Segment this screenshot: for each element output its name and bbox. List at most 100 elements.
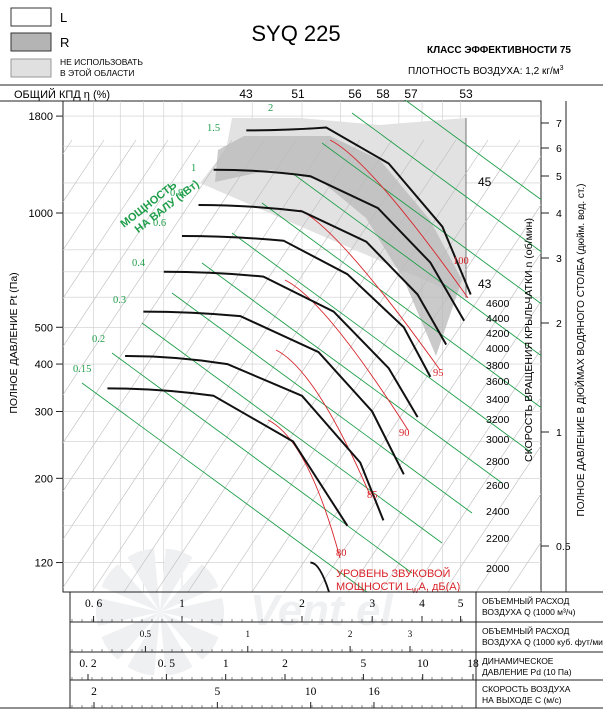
sound-line xyxy=(329,139,469,299)
diag-line xyxy=(379,348,541,592)
diag-line xyxy=(123,139,425,592)
watermark-blade xyxy=(127,612,160,676)
power-value-labels: 0.15 0.2 0.3 0.4 0.6 0.8 1 1.5 2 xyxy=(73,103,273,375)
diag-line xyxy=(63,139,329,540)
diag-line xyxy=(187,139,489,592)
legend-swatch-r xyxy=(10,32,52,52)
scale-tick-label: 1 xyxy=(223,658,229,670)
diag-line xyxy=(63,139,201,347)
left-axis-title: ПОЛНОЕ ДАВЛЕНИЕ Pt (Па) xyxy=(8,272,20,413)
scale-tick-label: 3 xyxy=(369,598,375,610)
sound-line xyxy=(267,419,341,559)
power-line xyxy=(404,100,541,201)
left-tick-label: 400 xyxy=(35,359,53,371)
inch-tick-label: 1 xyxy=(556,427,562,439)
diag-line xyxy=(411,397,541,592)
air-density: ПЛОТНОСТЬ ВОЗДУХА: 1,2 кг/м3 xyxy=(408,65,564,77)
scale-label: ОБЪЕМНЫЙ РАСХОД xyxy=(482,625,570,636)
watermark-blade xyxy=(160,598,224,626)
legend-label-l: L xyxy=(60,10,67,25)
sound-label: 95 xyxy=(433,368,444,379)
scale-tick-label: 2 xyxy=(282,658,288,670)
fan-curves xyxy=(107,126,472,592)
inch-tick-label: 2 xyxy=(556,318,562,330)
speed-tick: 3400 xyxy=(486,394,510,406)
scale-tick-label: 2 xyxy=(299,598,305,610)
legend-label-no-use-2: В ЭТОЙ ОБЛАСТИ xyxy=(60,67,134,78)
left-tick-label: 1000 xyxy=(29,208,53,220)
watermark-text: Vent el xyxy=(250,586,393,635)
speed-tick: 3200 xyxy=(486,414,510,426)
fan-curve-4800 xyxy=(246,126,472,295)
sound-value-labels: 80 85 90 95 100 xyxy=(336,256,469,559)
diag-line xyxy=(91,139,393,592)
legend-label-no-use-1: НЕ ИСПОЛЬЗОВАТЬ xyxy=(60,57,143,67)
diag-line xyxy=(475,493,541,592)
left-tick-label: 500 xyxy=(35,322,53,334)
left-tick-label: 300 xyxy=(35,406,53,418)
inch-tick-label: 3 xyxy=(556,253,562,265)
fan-curve-4600 xyxy=(213,168,465,322)
scale-tick-label: 10 xyxy=(417,658,429,670)
diag-line xyxy=(63,139,361,589)
efficiency-tick: 58 xyxy=(376,87,390,101)
scale-label: ВОЗДУХА Q (1000 м³/ч) xyxy=(482,607,576,617)
watermark: Vent el xyxy=(96,548,393,676)
power-line xyxy=(81,382,368,592)
speed-tick: 2600 xyxy=(486,480,510,492)
speed-tick: 2400 xyxy=(486,506,510,518)
watermark-blade xyxy=(160,612,193,676)
inch-tick-label: 4 xyxy=(556,208,562,220)
watermark-blade xyxy=(160,612,219,660)
speed-tick: 3600 xyxy=(486,376,510,388)
left-tick-label: 120 xyxy=(35,558,53,570)
legend-swatch-no-use xyxy=(10,58,52,78)
sound-lines xyxy=(267,139,469,559)
sound-line xyxy=(299,209,441,371)
diag-line xyxy=(63,139,169,299)
speed-axis: 2000 2200 2400 2600 2800 3000 3200 3400 3600 3800… xyxy=(486,298,510,575)
diag-line xyxy=(539,589,541,592)
power-line xyxy=(141,322,443,544)
diag-line xyxy=(347,300,541,592)
watermark-blade xyxy=(160,564,219,612)
scale-label: ВОЗДУХА Q (1000 куб. фут/мин) xyxy=(482,637,603,647)
legend: L R НЕ ИСПОЛЬЗОВАТЬ В ЭТОЙ ОБЛАСТИ xyxy=(10,7,143,78)
scale-label: ДИНАМИЧЕСКОЕ xyxy=(482,656,554,666)
scale-tick-label: 1 xyxy=(179,598,185,610)
sound-line xyxy=(284,279,409,431)
scale-label: НА ВЫХОДЕ C (м/с) xyxy=(482,695,562,705)
scale-tick-label: 0.5 xyxy=(140,629,152,639)
sound-label: 80 xyxy=(336,548,347,559)
legend-label-r: R xyxy=(60,35,69,50)
speed-tick: 4000 xyxy=(486,343,510,355)
efficiency-tick: 43 xyxy=(239,87,253,101)
efficiency-tick: 56 xyxy=(348,87,362,101)
speed-tick: 4200 xyxy=(486,328,510,340)
diag-line xyxy=(283,204,541,592)
sound-caption-line2: МОЩНОСТИ LWA, дБ(А) xyxy=(336,581,460,595)
left-axis: 120 200 300 400 500 1000 1800 xyxy=(29,111,63,570)
speed-tick: 3000 xyxy=(486,434,510,446)
diag-line xyxy=(63,139,137,251)
power-line xyxy=(171,292,473,514)
diag-line xyxy=(251,156,541,592)
efficiency-tick: 57 xyxy=(404,87,418,101)
efficiency-class: КЛАСС ЭФФЕКТИВНОСТИ 75 xyxy=(427,45,571,56)
diag-line xyxy=(219,139,521,592)
power-label: 0.3 xyxy=(113,295,126,306)
power-line xyxy=(231,232,533,454)
power-label: 0.2 xyxy=(92,334,105,345)
inch-tick-label: 5 xyxy=(556,171,562,183)
scale-tick-label: 1 xyxy=(246,629,251,639)
fan-curve-4000 xyxy=(181,235,432,378)
shaded-regions xyxy=(200,118,467,356)
inch-tick-label: 6 xyxy=(556,143,562,155)
legend-swatch-l xyxy=(10,7,52,27)
fan-curve-2800 xyxy=(125,355,385,521)
power-line xyxy=(201,262,503,484)
diag-line xyxy=(63,139,233,396)
fan-curve-3600 xyxy=(163,270,419,418)
region-r xyxy=(215,136,462,356)
